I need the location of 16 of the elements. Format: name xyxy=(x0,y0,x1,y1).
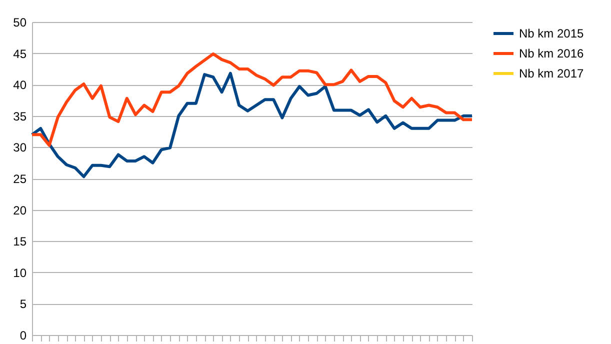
y-tick-label: 50 xyxy=(13,16,27,30)
y-tick-label: 5 xyxy=(20,297,27,312)
y-tick-label: 45 xyxy=(13,46,27,61)
y-tick-label: 20 xyxy=(13,203,27,218)
y-tick-label: 40 xyxy=(13,78,27,92)
line-series xyxy=(30,52,474,147)
y-tick-label: 10 xyxy=(13,266,27,280)
line-series xyxy=(30,72,474,178)
y-tick-label: 15 xyxy=(13,234,27,249)
legend-label: Nb km 2016 xyxy=(519,46,584,60)
y-tick-label: 25 xyxy=(13,172,27,186)
legend-label: Nb km 2017 xyxy=(519,66,584,80)
y-tick-label: 35 xyxy=(13,109,27,124)
legend-label: Nb km 2015 xyxy=(519,26,584,40)
y-tick-label: 30 xyxy=(13,140,27,155)
y-tick-label: 0 xyxy=(20,328,27,342)
